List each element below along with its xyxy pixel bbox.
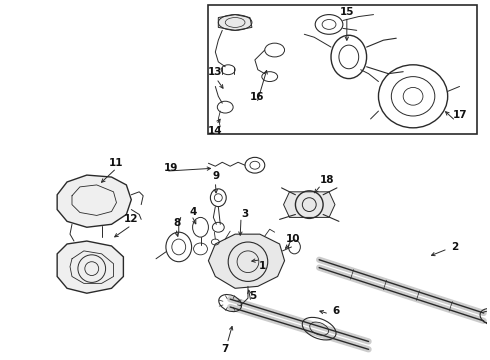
Text: 19: 19 [164, 163, 178, 173]
Text: 12: 12 [124, 215, 139, 224]
Text: 2: 2 [451, 242, 458, 252]
Text: 14: 14 [208, 126, 222, 136]
Text: 7: 7 [221, 345, 229, 354]
Text: 18: 18 [320, 175, 334, 185]
Text: 16: 16 [249, 92, 264, 102]
Polygon shape [57, 241, 123, 293]
Text: 13: 13 [208, 67, 222, 77]
Text: 11: 11 [109, 158, 123, 168]
Polygon shape [57, 175, 131, 227]
Text: 3: 3 [242, 210, 248, 220]
Text: 10: 10 [286, 234, 301, 244]
Text: 17: 17 [453, 110, 468, 120]
Text: 1: 1 [259, 261, 267, 271]
Polygon shape [284, 192, 335, 217]
Text: 5: 5 [249, 291, 257, 301]
Text: 4: 4 [190, 207, 197, 216]
Text: 9: 9 [213, 171, 220, 181]
Text: 6: 6 [332, 306, 340, 316]
Polygon shape [208, 234, 285, 288]
Polygon shape [219, 15, 252, 30]
Text: 15: 15 [340, 6, 354, 17]
Bar [208, 5, 477, 134]
Text: 8: 8 [173, 218, 180, 228]
